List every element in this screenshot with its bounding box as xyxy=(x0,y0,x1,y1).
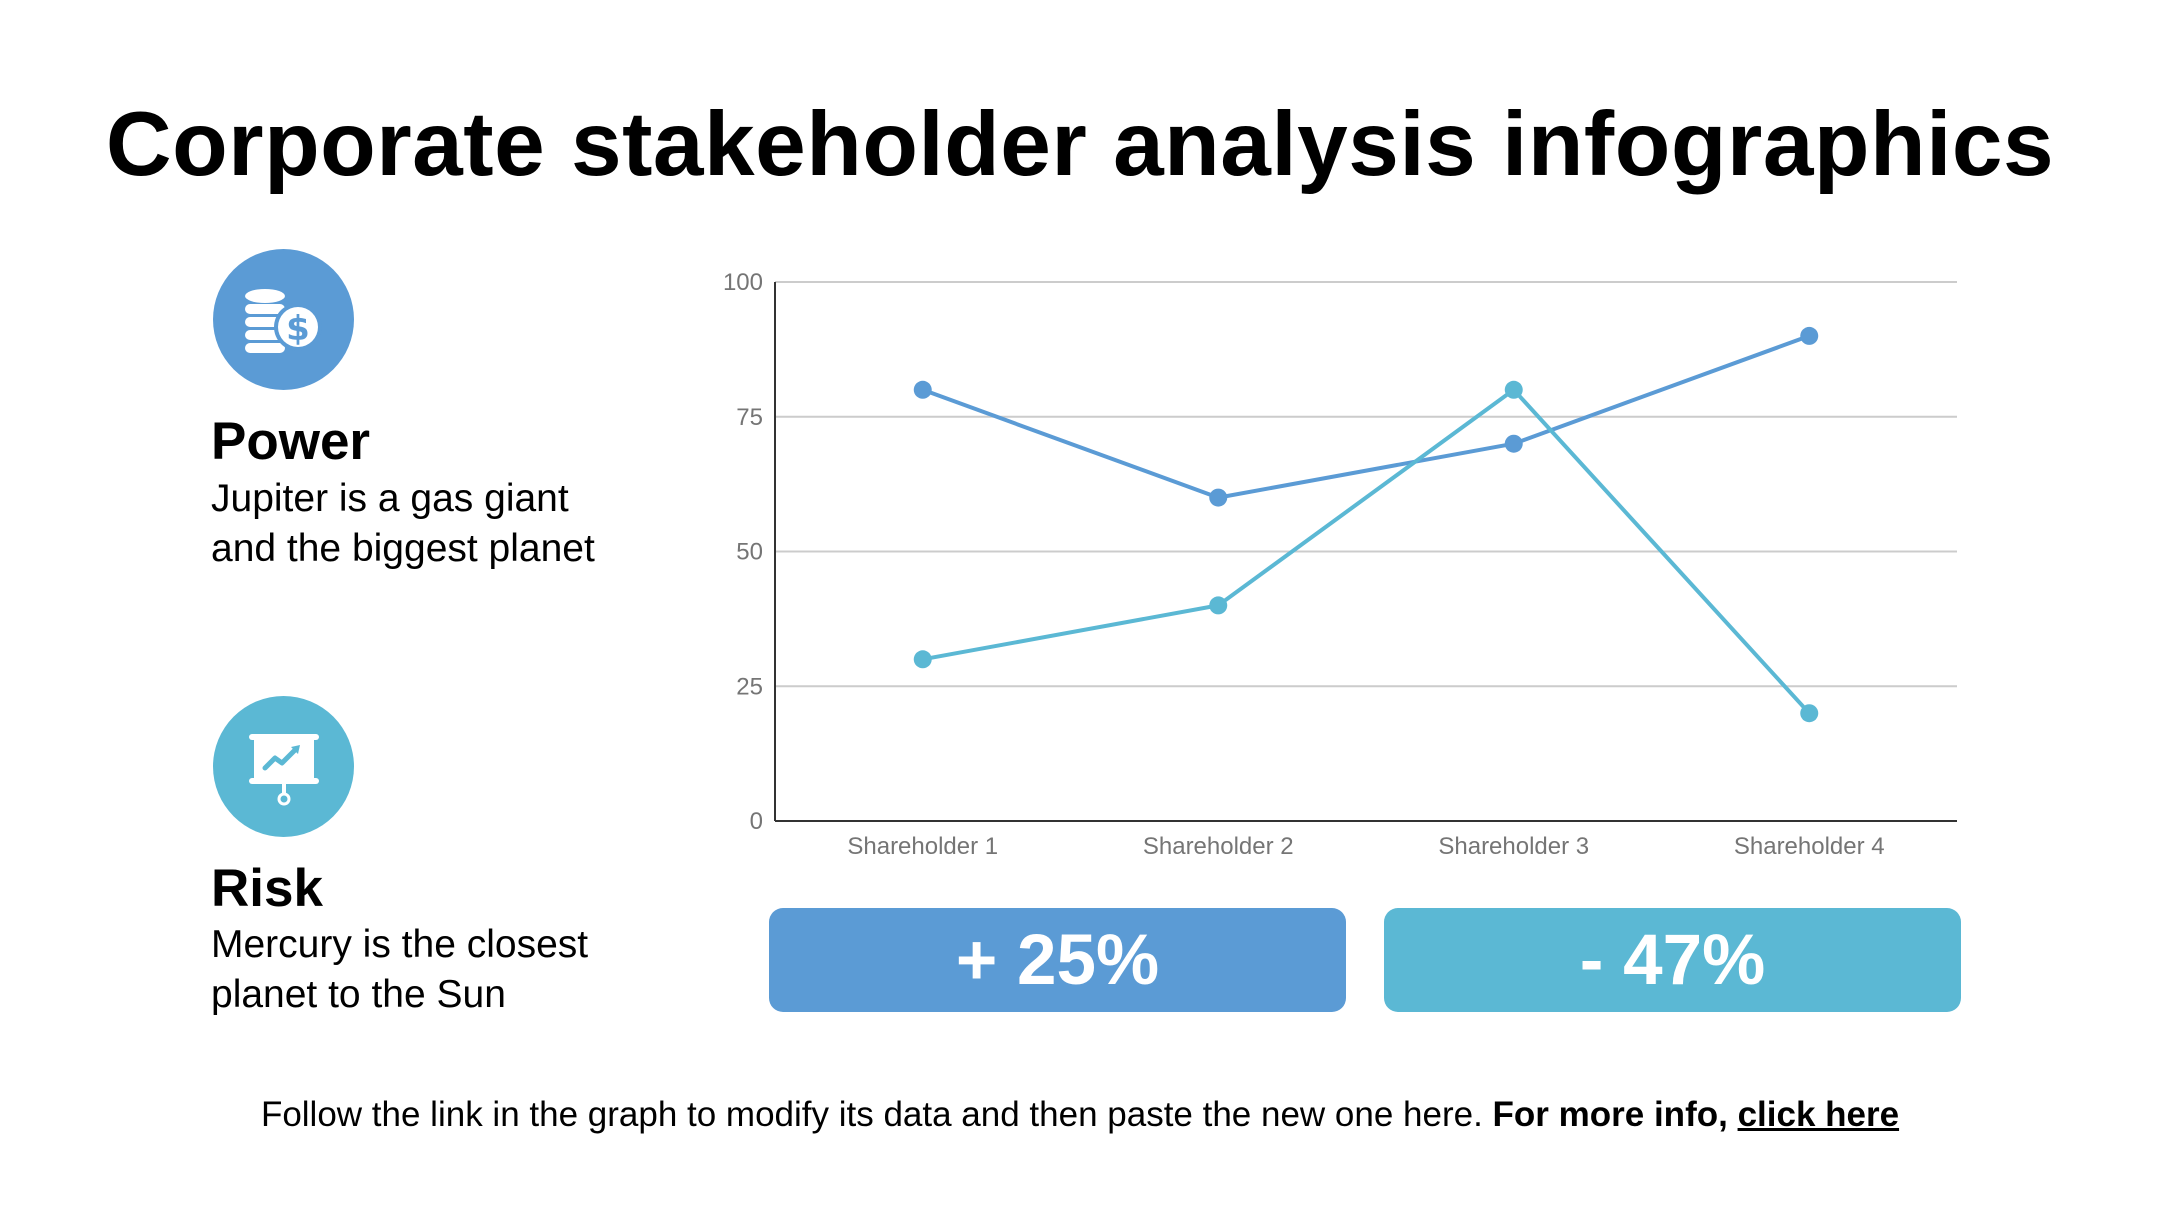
series-2-point-1 xyxy=(913,650,932,669)
y-tick-label-25: 25 xyxy=(736,673,763,700)
series-1-point-1 xyxy=(913,380,932,399)
stat-value-decrease: - 47% xyxy=(1579,920,1766,1000)
x-tick-label-4: Shareholder 4 xyxy=(1734,833,1885,860)
power-icon-circle: $ xyxy=(213,249,354,390)
stat-value-increase: + 25% xyxy=(955,920,1160,1000)
y-tick-label-75: 75 xyxy=(736,404,763,431)
svg-text:$: $ xyxy=(286,309,310,349)
power-description-line-1: Jupiter is a gas giant xyxy=(211,477,569,520)
x-tick-label-3: Shareholder 3 xyxy=(1438,833,1589,860)
y-tick-label-50: 50 xyxy=(736,539,763,566)
series-1-point-2 xyxy=(1209,488,1228,507)
footer-link[interactable]: click here xyxy=(1737,1095,1900,1134)
y-tick-label-0: 0 xyxy=(750,808,763,835)
stakeholder-line-chart: 0 25 50 75 100 Shareholder 1 Shareholder 2 Shar… xyxy=(723,269,1957,860)
footer-text: Follow the link in the graph to modify i… xyxy=(260,1095,1483,1134)
risk-description: Mercury is the closest planet to the Sun xyxy=(211,920,671,1020)
stat-box-decrease: - 47% xyxy=(1384,908,1961,1012)
series-2-line xyxy=(922,387,1811,715)
presentation-chart-icon xyxy=(248,733,319,805)
x-tick-label-2: Shareholder 2 xyxy=(1143,833,1294,860)
risk-title: Risk xyxy=(211,859,323,918)
series-2-point-2 xyxy=(1209,596,1228,615)
series-2-point-4 xyxy=(1800,704,1819,723)
power-description: Jupiter is a gas giant and the biggest p… xyxy=(211,474,671,574)
footer-note: Follow the link in the graph to modify i… xyxy=(0,1092,2160,1138)
series-1-point-3 xyxy=(1504,434,1523,453)
page-title: Corporate stakeholder analysis infograph… xyxy=(105,94,2055,195)
series-1-point-4 xyxy=(1800,326,1819,345)
power-description-line-2: and the biggest planet xyxy=(211,527,595,570)
series-1-line xyxy=(922,334,1810,500)
stat-box-increase: + 25% xyxy=(769,908,1346,1012)
series-2-point-3 xyxy=(1504,380,1523,399)
x-tick-label-1: Shareholder 1 xyxy=(847,833,998,860)
power-title: Power xyxy=(211,412,371,471)
y-tick-label-100: 100 xyxy=(723,269,763,296)
coins-dollar-icon: $ xyxy=(244,288,322,353)
risk-description-line-2: planet to the Sun xyxy=(211,973,506,1016)
risk-icon-circle xyxy=(213,696,354,837)
footer-more-info: For more info, xyxy=(1492,1095,1728,1134)
risk-description-line-1: Mercury is the closest xyxy=(211,923,589,966)
